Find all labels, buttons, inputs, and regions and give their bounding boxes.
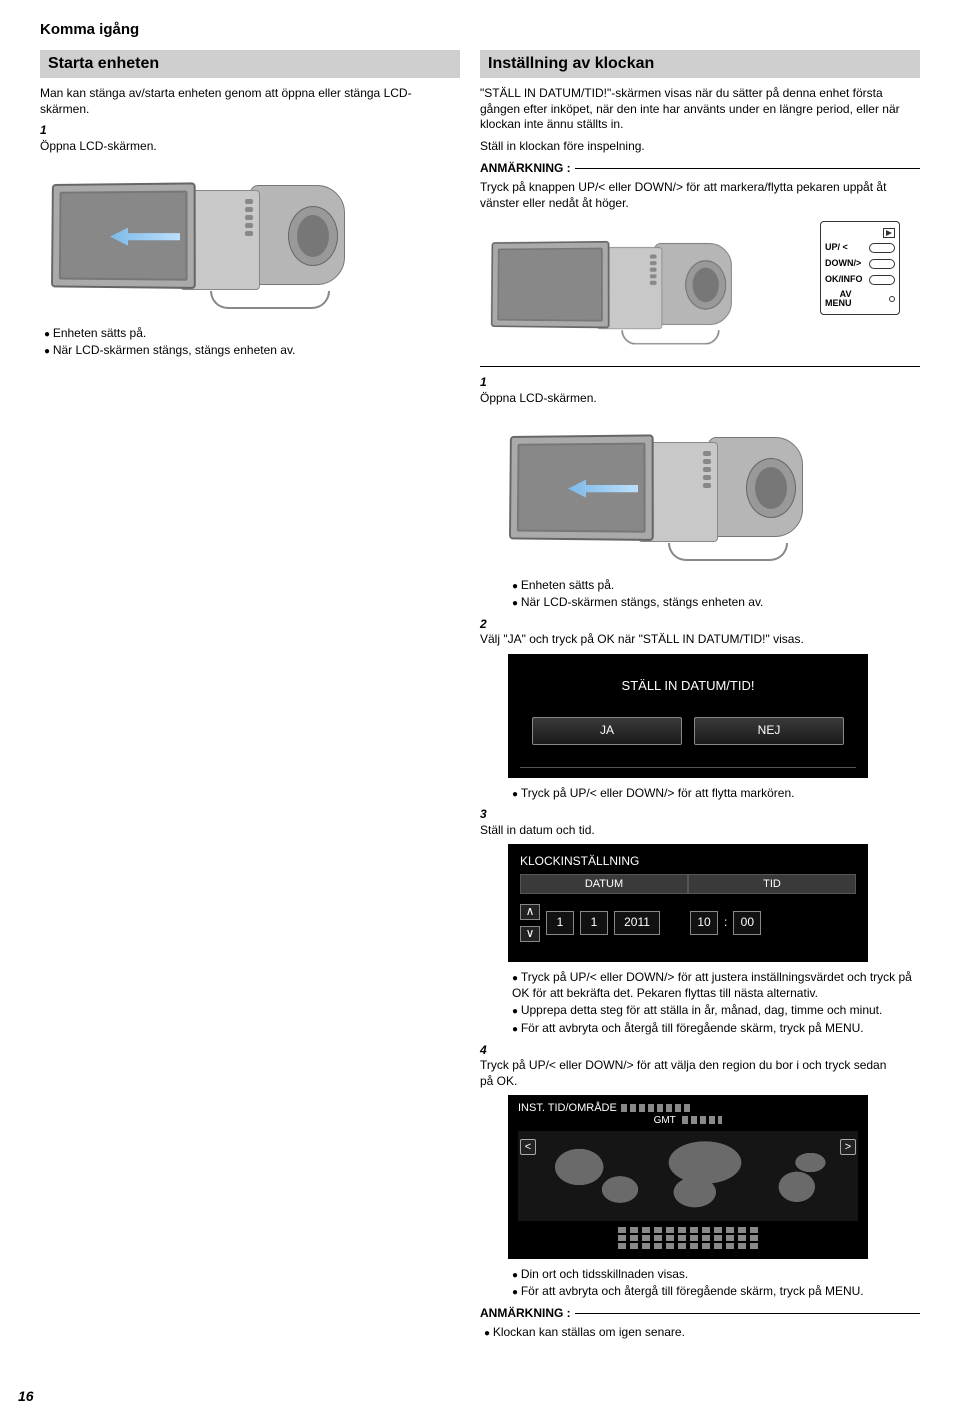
- r-step2-b1: Tryck på UP/< eller DOWN/> för att flytt…: [512, 786, 920, 802]
- dlg2-tab-tid[interactable]: TID: [688, 874, 856, 894]
- panel-menu-button[interactable]: [889, 296, 895, 302]
- r-step3-b1: Tryck på UP/< eller DOWN/> för att juste…: [512, 970, 920, 1001]
- separator-1: [480, 366, 920, 367]
- r-step3-num: 3: [480, 807, 498, 823]
- dlg2-year[interactable]: 2011: [614, 911, 660, 935]
- r-step4-b2: För att avbryta och återgå till föregåen…: [512, 1284, 920, 1300]
- dlg3-blur-1: [621, 1104, 691, 1112]
- anm-label-2: ANMÄRKNING :: [480, 1306, 571, 1322]
- dlg3-gmt: GMT: [654, 1115, 676, 1126]
- button-panel: UP/ < DOWN/> OK/INFO AV MENU: [820, 221, 900, 314]
- anm2-bullets: Klockan kan ställas om igen senare.: [480, 1325, 920, 1341]
- right-p1: "STÄLL IN DATUM/TID!"-skärmen visas när …: [480, 86, 920, 133]
- camcorder-illustration-left: [50, 163, 350, 318]
- r-step3-bullets: Tryck på UP/< eller DOWN/> för att juste…: [508, 970, 920, 1036]
- dlg3-right-arrow[interactable]: >: [840, 1139, 856, 1155]
- anm-label-1: ANMÄRKNING :: [480, 161, 571, 177]
- dlg2-colon: :: [724, 915, 727, 931]
- left-bullets: Enheten sätts på. När LCD-skärmen stängs…: [40, 326, 460, 359]
- panel-menu-label: MENU: [825, 298, 852, 308]
- panel-ok-button[interactable]: [869, 275, 895, 285]
- r-step4-b1: Din ort och tidsskillnaden visas.: [512, 1267, 920, 1283]
- anm-text-1: Tryck på knappen UP/< eller DOWN/> för a…: [480, 180, 920, 211]
- right-column: Inställning av klockan "STÄLL IN DATUM/T…: [480, 50, 920, 1348]
- dlg2-tab-datum[interactable]: DATUM: [520, 874, 688, 894]
- anm-line-2: [575, 1313, 920, 1314]
- left-section-title: Starta enheten: [40, 50, 460, 79]
- dlg2-up-arrow[interactable]: ∧: [520, 904, 540, 920]
- r-step4-bullets: Din ort och tidsskillnaden visas. För at…: [508, 1267, 920, 1300]
- r-step2-num: 2: [480, 617, 498, 633]
- dlg2-down-arrow[interactable]: ∨: [520, 926, 540, 942]
- panel-down-button[interactable]: [869, 259, 895, 269]
- dlg3-blur-2: [682, 1116, 722, 1124]
- left-column: Starta enheten Man kan stänga av/starta …: [40, 50, 460, 1348]
- dialog-clock-setting: KLOCKINSTÄLLNING DATUM TID ∧ ∨ 1 1 2011 …: [508, 844, 868, 962]
- dlg1-ja-button[interactable]: JA: [532, 717, 682, 745]
- r-step3-b2: Upprepa detta steg för att ställa in år,…: [512, 1003, 920, 1019]
- dlg1-title: STÄLL IN DATUM/TID!: [520, 678, 856, 695]
- right-section-title: Inställning av klockan: [480, 50, 920, 79]
- left-step1-text: Öppna LCD-skärmen.: [40, 139, 440, 155]
- panel-up-label: UP/ <: [825, 242, 848, 254]
- dlg1-nej-button[interactable]: NEJ: [694, 717, 844, 745]
- camcorder-illustration-right-step1: [508, 415, 808, 570]
- page-header: Komma igång: [40, 20, 920, 40]
- panel-down-label: DOWN/>: [825, 258, 861, 270]
- dialog-region: INST. TID/OMRÅDE GMT < >: [508, 1095, 868, 1258]
- world-map: [518, 1131, 858, 1221]
- left-bullet-1: Enheten sätts på.: [44, 326, 460, 342]
- r-step1-bullets: Enheten sätts på. När LCD-skärmen stängs…: [508, 578, 920, 611]
- dialog-set-datetime: STÄLL IN DATUM/TID! JA NEJ: [508, 654, 868, 777]
- r-step2-bullets: Tryck på UP/< eller DOWN/> för att flytt…: [508, 786, 920, 802]
- play-icon: [883, 228, 895, 238]
- dlg3-title: INST. TID/OMRÅDE: [518, 1101, 617, 1115]
- r-step4-text: Tryck på UP/< eller DOWN/> för att välja…: [480, 1058, 900, 1089]
- r-step2-text: Välj "JA" och tryck på OK när "STÄLL IN …: [480, 632, 900, 648]
- dlg3-bars: [518, 1227, 858, 1249]
- left-bullet-2: När LCD-skärmen stängs, stängs enheten a…: [44, 343, 460, 359]
- dlg2-month[interactable]: 1: [580, 911, 608, 935]
- anm-line-1: [575, 168, 920, 169]
- r-step1-text: Öppna LCD-skärmen.: [480, 391, 900, 407]
- r-step3-b3: För att avbryta och återgå till föregåen…: [512, 1021, 920, 1037]
- r-step1-b2: När LCD-skärmen stängs, stängs enheten a…: [512, 595, 920, 611]
- camcorder-illustration-right-small: [490, 225, 687, 328]
- dlg2-min[interactable]: 00: [733, 911, 761, 935]
- dlg2-head: KLOCKINSTÄLLNING: [520, 854, 856, 870]
- page-number: 16: [18, 1387, 34, 1405]
- left-step1-num: 1: [40, 123, 58, 139]
- dlg2-hour[interactable]: 10: [690, 911, 718, 935]
- panel-up-button[interactable]: [869, 243, 895, 253]
- right-p2: Ställ in klockan före inspelning.: [480, 139, 920, 155]
- r-step4-num: 4: [480, 1043, 498, 1059]
- r-step3-text: Ställ in datum och tid.: [480, 823, 900, 839]
- dlg3-left-arrow[interactable]: <: [520, 1139, 536, 1155]
- left-intro: Man kan stänga av/starta enheten genom a…: [40, 86, 460, 117]
- dlg2-day[interactable]: 1: [546, 911, 574, 935]
- r-step1-b1: Enheten sätts på.: [512, 578, 920, 594]
- panel-ok-label: OK/INFO: [825, 274, 863, 286]
- r-step1-num: 1: [480, 375, 498, 391]
- anm2-b1: Klockan kan ställas om igen senare.: [484, 1325, 920, 1341]
